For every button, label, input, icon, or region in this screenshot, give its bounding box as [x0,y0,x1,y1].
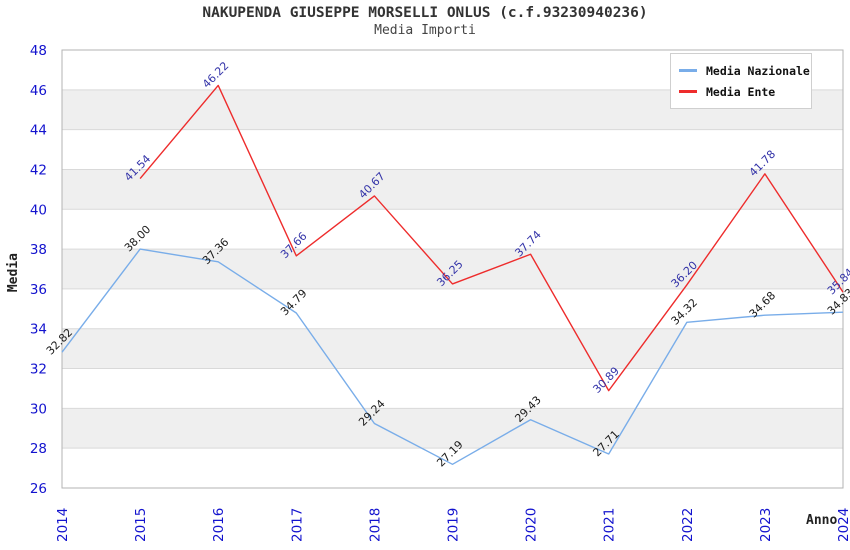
plot-stripe [62,249,843,289]
legend-item-media-nazionale: Media Nazionale [679,60,811,81]
plot-stripe [62,169,843,210]
y-tick-label: 34 [30,322,47,338]
point-label-media-nazionale-2022: 34.32 [669,296,700,327]
y-tick-label: 36 [30,282,47,298]
y-tick-label: 26 [30,481,47,497]
y-tick-label: 38 [30,242,47,258]
point-label-media-ente-2016: 46.22 [200,59,231,90]
point-label-media-nazionale-2017: 34.79 [278,287,309,318]
series-line-media-ente [139,84,844,392]
x-axis-label: Anno [806,513,838,528]
x-tick-label: 2016 [211,508,227,542]
x-tick-label: 2014 [55,508,71,542]
chart-subtitle: Media Importi [374,23,476,38]
legend: Media Nazionale Media Ente [670,53,812,109]
y-tick-label: 30 [30,401,47,417]
plot-stripe [62,328,843,369]
plot-stripe [62,408,843,449]
x-tick-label: 2024 [836,508,850,542]
x-tick-label: 2019 [446,508,462,542]
x-tick-label: 2021 [602,508,618,542]
legend-item-media-ente: Media Ente [679,81,811,102]
legend-swatch-media-ente-icon [679,90,697,93]
y-tick-label: 28 [30,441,47,457]
x-tick-label: 2020 [524,508,540,542]
plot-border [61,49,844,489]
x-tick-label: 2022 [680,508,696,542]
series-line-media-nazionale [61,248,844,466]
legend-label-media-nazionale: Media Nazionale [706,63,810,78]
y-tick-label: 44 [30,123,47,139]
x-tick-label: 2018 [367,508,383,542]
y-tick-label: 48 [30,43,47,59]
y-tick-label: 40 [30,202,47,218]
y-tick-label: 46 [30,83,47,99]
y-axis-label: Media [6,253,21,293]
x-tick-label: 2023 [758,508,774,542]
legend-swatch-media-nazionale-icon [679,69,697,72]
chart-title: NAKUPENDA GIUSEPPE MORSELLI ONLUS (c.f.9… [202,5,648,21]
y-tick-label: 32 [30,362,47,378]
x-tick-label: 2015 [133,508,149,542]
legend-label-media-ente: Media Ente [706,84,776,99]
y-tick-label: 42 [30,162,47,178]
x-tick-label: 2017 [289,508,305,542]
